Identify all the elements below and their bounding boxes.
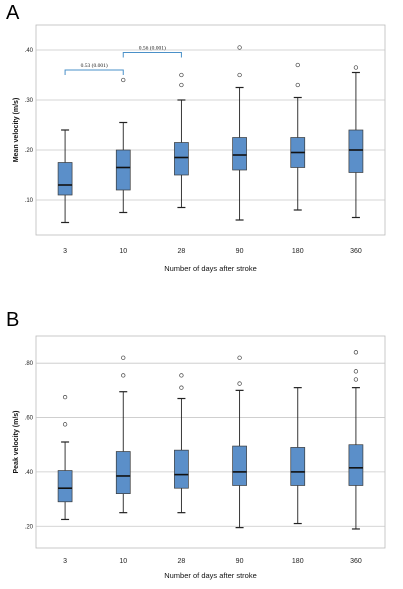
box <box>232 137 247 171</box>
significance-label: 0.53 (0.001) <box>81 62 108 69</box>
x-tick-label: 360 <box>350 248 362 255</box>
outlier-point <box>179 72 184 78</box>
y-tick-label: .20 <box>25 148 34 154</box>
panel-a-label: A <box>6 2 20 24</box>
significance-label: 0.56 (0.001) <box>139 45 166 52</box>
outlier-point <box>237 72 242 78</box>
x-tick-label: 90 <box>236 558 244 565</box>
x-tick-label: 10 <box>119 558 127 565</box>
box <box>115 149 131 191</box>
outlier-point <box>62 422 68 427</box>
box <box>348 129 364 173</box>
box <box>57 470 73 503</box>
outlier-point <box>179 373 184 378</box>
y-axis-label: Mean velocity (m/s) <box>13 98 20 163</box>
x-tick-label: 360 <box>350 558 362 565</box>
outlier-point <box>237 355 242 360</box>
outlier-point <box>295 62 300 68</box>
outlier-point <box>237 381 242 386</box>
y-tick-label: .10 <box>25 198 34 204</box>
x-axis-label: Number of days after stroke <box>164 264 257 273</box>
outlier-point <box>179 82 184 88</box>
x-axis-label: Number of days after stroke <box>164 571 257 580</box>
chart-b: .20 .40 .60 .80 3 10 28 90 180 360 Number of days … <box>13 335 386 580</box>
y-axis-name: Peak velocity <box>13 427 20 473</box>
significance-bracket <box>64 69 124 75</box>
box <box>174 142 189 176</box>
x-tick-label: 90 <box>236 248 244 255</box>
box <box>174 449 189 489</box>
box <box>290 447 306 486</box>
box <box>232 445 247 486</box>
x-tick-label: 28 <box>178 248 186 255</box>
y-tick-label: .40 <box>25 48 34 54</box>
y-axis-unit: (m/s) <box>13 410 20 427</box>
x-tick-label: 10 <box>119 248 127 255</box>
outlier-point <box>121 77 126 83</box>
y-axis-unit: (m/s) <box>13 98 20 115</box>
box <box>57 162 73 196</box>
x-tick-label: 3 <box>63 248 67 255</box>
outlier-point <box>353 369 359 374</box>
outlier-point <box>353 350 359 355</box>
x-tick-label: 3 <box>63 558 67 565</box>
outlier-point <box>179 385 184 390</box>
y-tick-label: .60 <box>25 416 34 422</box>
y-tick-label: .30 <box>25 98 34 104</box>
significance-bracket <box>122 52 182 58</box>
plot-frame <box>35 335 386 549</box>
chart-a: .10 .20 .30 .40 3 10 28 90 180 360 0.53 (0.001) 0.5… <box>13 24 386 273</box>
plot-frame <box>35 24 386 236</box>
box <box>115 451 131 494</box>
y-tick-label: .20 <box>25 524 34 530</box>
outlier-point <box>353 377 359 382</box>
box <box>348 444 364 486</box>
x-tick-label: 180 <box>292 558 304 565</box>
x-tick-label: 180 <box>292 248 304 255</box>
y-tick-label: .40 <box>25 470 34 476</box>
outlier-point <box>62 395 68 400</box>
x-tick-label: 28 <box>178 558 186 565</box>
y-axis-label: Peak velocity (m/s) <box>13 410 20 473</box>
panel-b-label: B <box>6 309 20 331</box>
outlier-point <box>121 373 126 378</box>
y-axis-name: Mean velocity <box>13 114 20 162</box>
outlier-point <box>353 65 359 70</box>
y-tick-label: .80 <box>25 361 34 367</box>
outlier-point <box>121 355 126 360</box>
outlier-point <box>237 45 242 50</box>
outlier-point <box>295 82 300 88</box>
